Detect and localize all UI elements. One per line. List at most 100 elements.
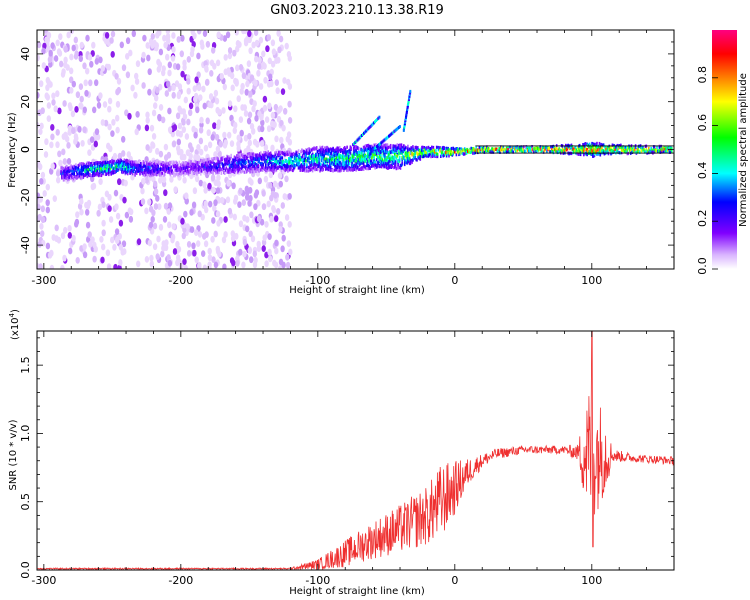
ridge-cell: [635, 150, 638, 154]
ridge-cell: [399, 166, 402, 170]
noise-cell: [107, 123, 112, 131]
noise-cell: [80, 140, 85, 147]
ridge-cell: [373, 156, 375, 160]
noise-cell: [176, 254, 181, 261]
ridge-cell: [256, 167, 259, 171]
noise-cell: [75, 257, 80, 264]
ridge-cell: [290, 167, 292, 171]
ridge-cell: [80, 164, 83, 168]
noise-cell: [47, 56, 53, 63]
noise-cell: [243, 37, 249, 45]
ridge-cell: [445, 150, 448, 154]
ridge-cell: [354, 160, 357, 164]
ridge-cell: [90, 162, 93, 166]
noise-cell: [196, 71, 201, 79]
ridge-cell: [541, 147, 543, 151]
noise-cell: [266, 125, 272, 133]
ridge-cell: [336, 159, 339, 164]
streak-cell: [378, 115, 381, 119]
noise-cell: [182, 176, 187, 184]
ridge-cell: [176, 168, 178, 172]
ridge-cell: [491, 150, 494, 154]
noise-cell: [240, 82, 245, 90]
noise-cell: [74, 106, 79, 113]
ridge-cell: [654, 148, 657, 152]
ridge-cell: [159, 168, 162, 172]
noise-cell: [173, 186, 178, 194]
ridge-cell: [243, 170, 246, 174]
noise-cell: [180, 217, 185, 225]
ridge-cell: [140, 165, 143, 170]
ridge-cell: [264, 153, 266, 157]
ridge-cell: [391, 160, 394, 164]
noise-cell: [213, 151, 218, 158]
noise-cell: [92, 255, 97, 263]
noise-cell: [241, 199, 246, 207]
ridge-cell: [377, 148, 380, 153]
ridge-cell: [429, 149, 431, 153]
ridge-cell: [420, 149, 422, 154]
ridge-cell: [183, 163, 186, 167]
ridge-cell: [412, 145, 414, 149]
ridge-cell: [149, 162, 151, 166]
ridge-cell: [436, 152, 439, 156]
noise-cell: [203, 200, 208, 208]
ridge-cell: [89, 173, 91, 177]
noise-cell: [115, 126, 120, 134]
noise-cell: [254, 55, 259, 63]
ridge-cell: [347, 150, 349, 154]
ridge-cell: [228, 161, 231, 165]
ridge-cell: [155, 168, 158, 172]
ridge-cell: [502, 145, 505, 149]
noise-cell: [119, 41, 125, 49]
ridge-cell: [414, 149, 417, 153]
noise-cell: [92, 106, 97, 114]
noise-cell: [193, 153, 198, 161]
streak-cell: [375, 119, 378, 123]
ridge-cell: [102, 170, 104, 174]
noise-cell: [274, 135, 279, 143]
streak-cell: [403, 125, 406, 129]
ridge-cell: [586, 147, 588, 152]
noise-cell: [203, 240, 209, 248]
streak-cell: [366, 128, 369, 132]
spectrogram-y-tick-label: 40: [19, 47, 32, 61]
noise-cell: [280, 245, 285, 253]
ridge-cell: [301, 160, 304, 165]
noise-cell: [256, 69, 261, 77]
ridge-cell: [287, 152, 289, 156]
colorbar-tick-label: 0.4: [696, 162, 709, 180]
noise-cell: [268, 255, 273, 263]
noise-cell: [87, 231, 92, 239]
noise-cell: [234, 78, 239, 86]
ridge-cell: [65, 168, 67, 172]
ridge-cell: [301, 158, 303, 162]
ridge-cell: [445, 154, 448, 158]
noise-cell: [101, 243, 106, 251]
noise-cell: [198, 94, 203, 101]
ridge-cell: [281, 156, 283, 160]
ridge-cell: [291, 155, 293, 159]
ridge-cell: [656, 145, 658, 150]
ridge-cell: [368, 155, 371, 159]
ridge-cell: [269, 151, 272, 155]
noise-cell: [270, 60, 276, 68]
ridge-cell: [501, 148, 504, 152]
ridge-cell: [338, 157, 341, 162]
streak-cell: [375, 145, 378, 149]
ridge-cell: [266, 166, 269, 170]
ridge-cell: [342, 162, 344, 166]
ridge-cell: [204, 161, 207, 165]
noise-cell: [278, 265, 283, 269]
noise-cell: [53, 55, 59, 62]
ridge-cell: [381, 158, 384, 162]
ridge-cell: [64, 171, 66, 175]
ridge-cell: [463, 148, 465, 152]
noise-cell: [122, 196, 127, 204]
noise-cell: [163, 189, 168, 197]
ridge-cell: [306, 159, 309, 163]
noise-cell: [160, 250, 165, 258]
ridge-cell: [265, 166, 267, 170]
noise-cell: [121, 240, 127, 248]
noise-cell: [259, 140, 265, 147]
